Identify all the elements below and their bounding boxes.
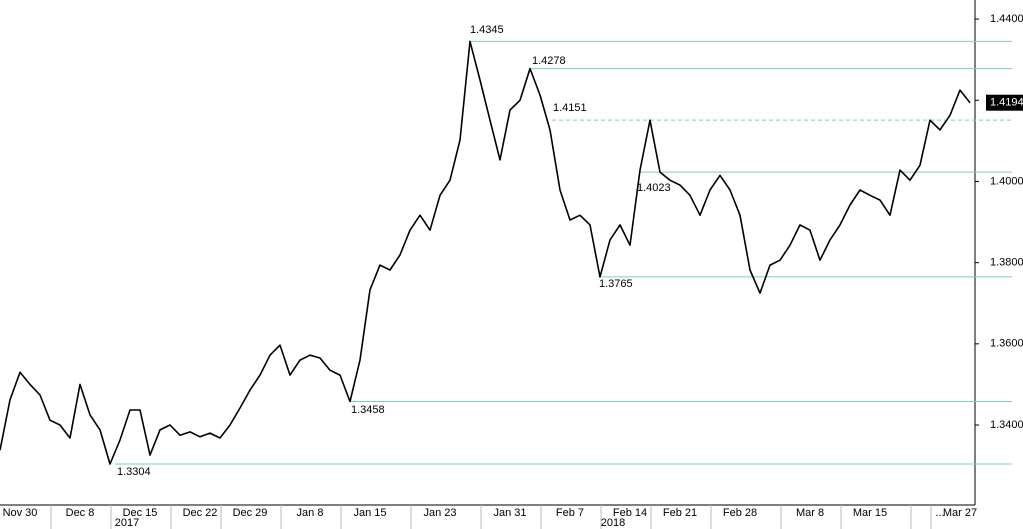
level-label: 1.4278 [532,55,566,67]
level-label: 1.3304 [117,466,151,478]
level-label: 1.4151 [553,102,587,114]
x-tick-label: Dec 29 [233,507,268,519]
x-tick-label: Jan 31 [493,507,526,519]
level-label: 1.4023 [637,182,671,194]
x-tick-label: Feb 14 [613,507,647,519]
x-tick-label: Mar 15 [853,507,887,519]
x-tick-label: Jan 23 [423,507,456,519]
x-tick-label: Mar 27 [943,507,977,519]
x-tick-label: Feb 21 [663,507,697,519]
level-label: 1.3458 [351,404,385,416]
y-tick-label: 1.3400 [990,419,1023,431]
year-label: 2018 [601,517,625,529]
y-tick-label: 1.4000 [990,175,1023,187]
x-tick-label: Feb 28 [723,507,757,519]
year-label: 2017 [115,517,139,529]
x-tick-label: Feb 7 [556,507,584,519]
y-tick-label: 1.3800 [990,257,1023,269]
x-tick-label: Jan 8 [297,507,324,519]
x-tick-label: Dec 15 [123,507,158,519]
price-line [0,40,971,465]
x-tick-label: ... [935,507,944,519]
y-tick-label: 1.4400 [990,13,1023,25]
x-tick-label: Jan 15 [353,507,386,519]
x-tick-label: Dec 8 [66,507,95,519]
level-label: 1.3765 [599,278,633,290]
x-tick-label: Nov 30 [3,507,38,519]
level-label: 1.4345 [470,24,504,36]
last-price-box [986,94,1023,111]
x-tick-label: Mar 8 [796,507,824,519]
y-tick-label: 1.3600 [990,338,1023,350]
x-tick-label: Dec 22 [183,507,218,519]
last-price-label: 1.4194 [990,97,1023,109]
